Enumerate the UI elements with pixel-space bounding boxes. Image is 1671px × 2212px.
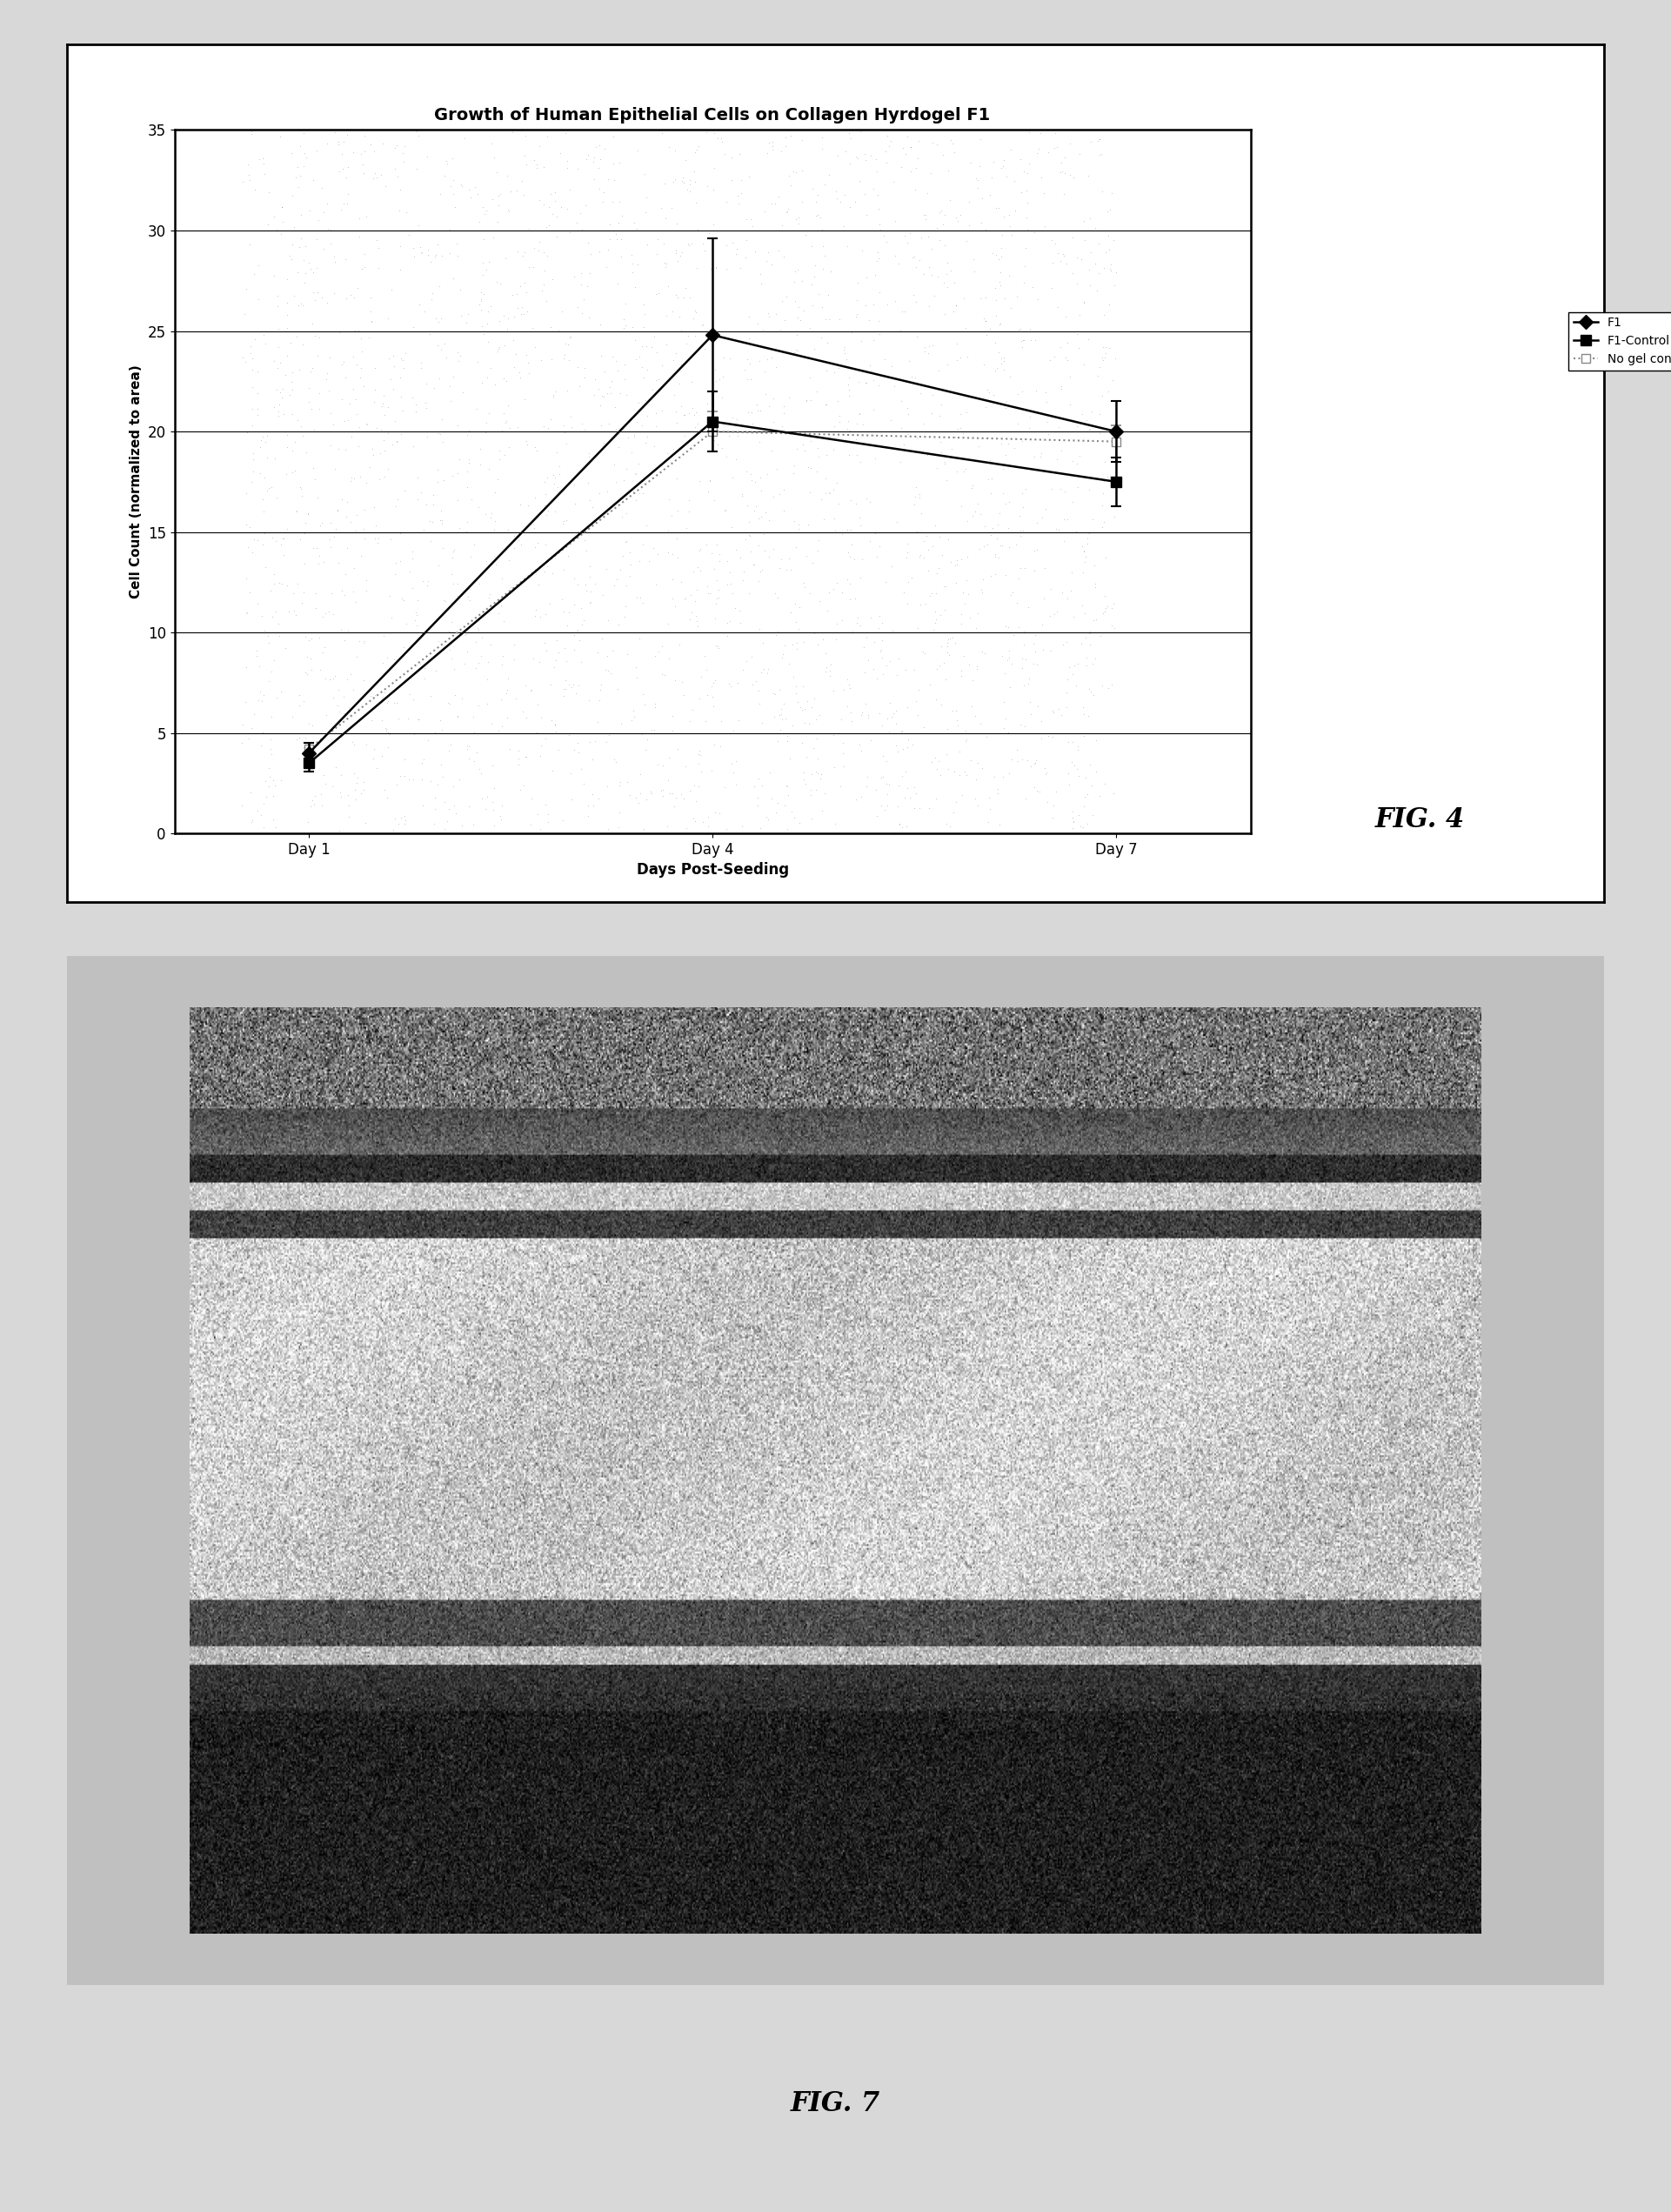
Text: FIG. 7: FIG. 7 — [790, 2090, 881, 2117]
Text: FIG. 4: FIG. 4 — [1375, 807, 1464, 834]
